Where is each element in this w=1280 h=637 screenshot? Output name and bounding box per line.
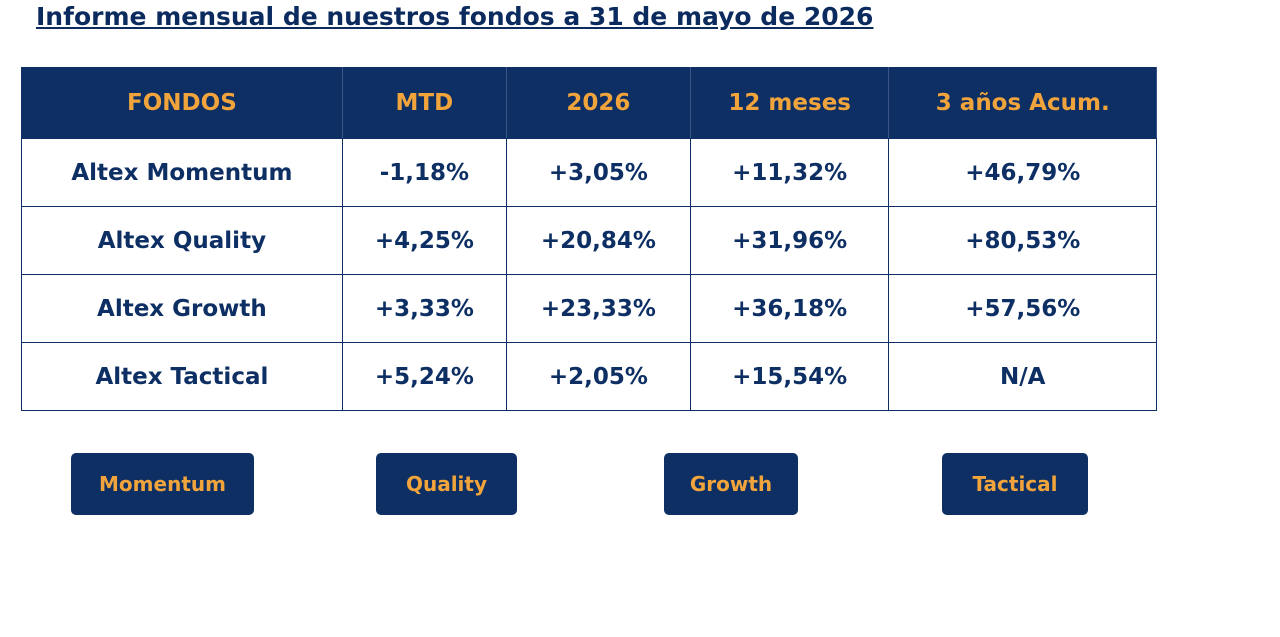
fund-button[interactable]: Momentum (71, 453, 254, 515)
row: Altex Growth +3,33% +23,33% +36,18% +57,56% (21, 274, 1157, 343)
fund-button[interactable]: Tactical (942, 453, 1088, 515)
cell: Altex Quality (21, 206, 343, 275)
cell: +3,05% (505, 138, 691, 207)
funds-table: FONDOS MTD 2026 12 meses 3 años Acum. Altex … (21, 67, 1157, 411)
row: Altex Tactical +5,24% +2,05% +15,54% N/A (21, 342, 1157, 411)
cell: +2,05% (505, 342, 691, 411)
column-header: 2026 (505, 67, 691, 139)
row: Altex Momentum -1,18% +3,05% +11,32% +46,79% (21, 138, 1157, 207)
cell: Altex Momentum (21, 138, 343, 207)
fund-button[interactable]: Growth (664, 453, 798, 515)
column-header: FONDOS (21, 67, 343, 139)
cell: +46,79% (888, 138, 1157, 207)
column-header: 12 meses (689, 67, 890, 139)
title: Informe mensual de nuestros fondos a 31 … (36, 2, 874, 31)
cell: +31,96% (689, 206, 890, 275)
cell: N/A (888, 342, 1157, 411)
cell: Altex Growth (21, 274, 343, 343)
cell: +20,84% (505, 206, 691, 275)
cell: +11,32% (689, 138, 890, 207)
column-header: MTD (341, 67, 507, 139)
cell: Altex Tactical (21, 342, 343, 411)
cell: +3,33% (341, 274, 507, 343)
cell: +36,18% (689, 274, 890, 343)
cell: +23,33% (505, 274, 691, 343)
cell: -1,18% (341, 138, 507, 207)
cell: +15,54% (689, 342, 890, 411)
cell: +5,24% (341, 342, 507, 411)
cell: +57,56% (888, 274, 1157, 343)
fund-button[interactable]: Quality (376, 453, 517, 515)
cell: +4,25% (341, 206, 507, 275)
column-header: 3 años Acum. (888, 67, 1157, 139)
header-row: FONDOS MTD 2026 12 meses 3 años Acum. (21, 67, 1157, 139)
cell: +80,53% (888, 206, 1157, 275)
row: Altex Quality +4,25% +20,84% +31,96% +80,53% (21, 206, 1157, 275)
